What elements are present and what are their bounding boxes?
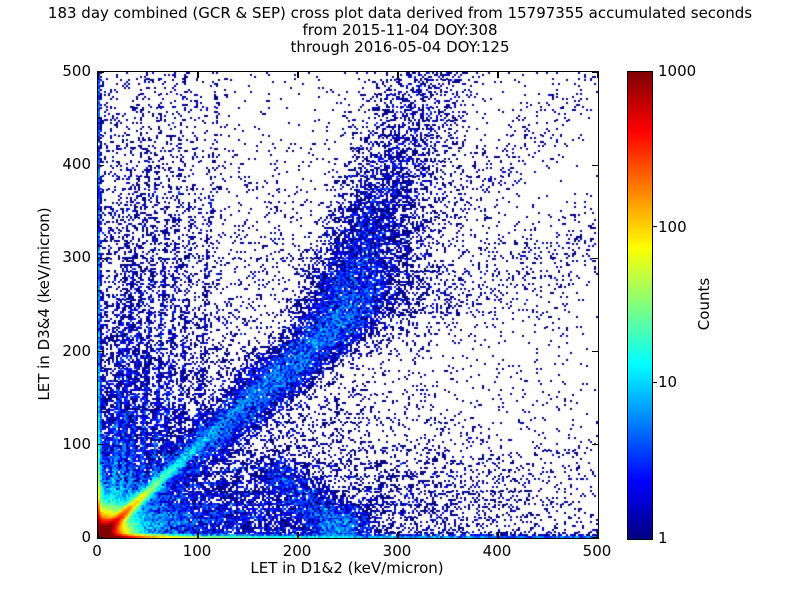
tick-mark — [97, 72, 99, 78]
tick-mark — [592, 537, 598, 539]
colorbar-title: Counts — [695, 277, 713, 331]
x-tick-label: 500 — [582, 542, 612, 560]
tick-mark — [97, 532, 99, 538]
plot-subtitle-through: through 2016-05-04 DOY:125 — [290, 38, 510, 56]
plot-title: 183 day combined (GCR & SEP) cross plot … — [47, 4, 753, 22]
tick-mark — [397, 532, 399, 538]
tick-mark — [98, 164, 104, 166]
y-tick-label: 200 — [62, 341, 91, 360]
y-tick-label: 0 — [81, 528, 91, 546]
tick-mark — [98, 537, 104, 539]
tick-mark — [98, 71, 104, 73]
scatter-canvas — [98, 72, 598, 538]
tick-mark — [397, 72, 399, 78]
x-tick-label: 100 — [182, 542, 212, 560]
tick-mark — [497, 72, 499, 78]
plot-subtitle-from: from 2015-11-04 DOY:308 — [302, 21, 498, 39]
tick-mark — [592, 444, 598, 446]
colorbar-tick-label: 1 — [658, 529, 668, 547]
y-tick-label: 500 — [62, 62, 91, 80]
y-tick-label: 300 — [62, 248, 91, 267]
colorbar-tick-label: 10 — [658, 373, 678, 392]
colorbar-tick-label: 100 — [658, 217, 687, 236]
plot-area — [97, 71, 599, 539]
colorbar-tick-mark — [652, 381, 657, 383]
colorbar-canvas — [628, 72, 652, 539]
tick-mark — [592, 164, 598, 166]
y-tick-label: 400 — [62, 155, 91, 174]
tick-mark — [297, 532, 299, 538]
x-axis-label: LET in D1&2 (keV/micron) — [250, 559, 444, 577]
x-tick-label: 400 — [482, 542, 512, 560]
tick-mark — [197, 72, 199, 78]
tick-mark — [197, 532, 199, 538]
tick-mark — [98, 257, 104, 259]
tick-mark — [497, 532, 499, 538]
colorbar — [627, 71, 653, 540]
tick-mark — [592, 257, 598, 259]
colorbar-tick-mark — [652, 226, 657, 228]
colorbar-tick-label: 1000 — [658, 62, 697, 80]
tick-mark — [98, 351, 104, 353]
tick-mark — [592, 351, 598, 353]
y-axis-label: LET in D3&4 (keV/micron) — [35, 207, 53, 401]
tick-mark — [592, 71, 598, 73]
x-tick-label: 300 — [382, 542, 412, 560]
x-tick-label: 0 — [92, 542, 102, 560]
x-tick-label: 200 — [282, 542, 312, 560]
tick-mark — [597, 72, 599, 78]
tick-mark — [597, 532, 599, 538]
y-tick-label: 100 — [62, 434, 91, 453]
tick-mark — [98, 444, 104, 446]
tick-mark — [297, 72, 299, 78]
